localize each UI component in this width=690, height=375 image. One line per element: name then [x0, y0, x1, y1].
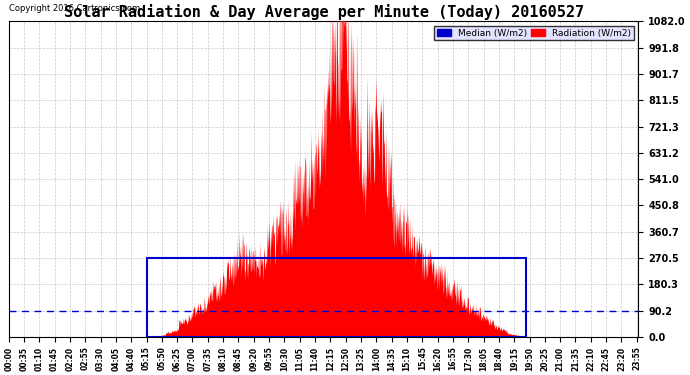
Legend: Median (W/m2), Radiation (W/m2): Median (W/m2), Radiation (W/m2)	[435, 26, 634, 40]
Title: Solar Radiation & Day Average per Minute (Today) 20160527: Solar Radiation & Day Average per Minute…	[63, 4, 584, 20]
Bar	[147, 258, 526, 337]
Text: Copyright 2016 Cartronics.com: Copyright 2016 Cartronics.com	[9, 4, 140, 13]
